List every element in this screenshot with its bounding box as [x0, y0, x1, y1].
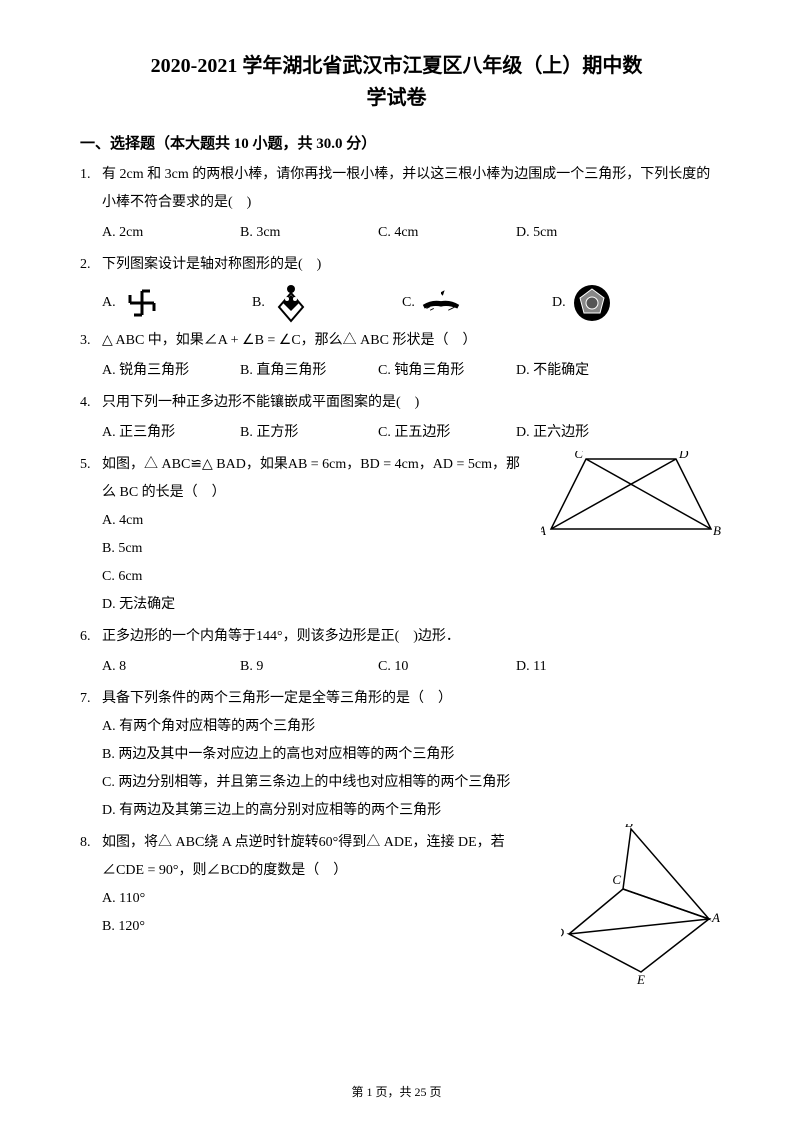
question-number: 4. — [80, 389, 102, 447]
page-footer: 第 1 页，共 25 页 — [0, 1083, 793, 1100]
option-a[interactable]: A. 锐角三角形 — [102, 357, 240, 385]
option-d[interactable]: D. 无法确定 — [102, 591, 713, 619]
question-number: 7. — [80, 685, 102, 825]
svg-text:B: B — [713, 523, 721, 536]
svg-text:C: C — [612, 872, 621, 887]
question-number: 2. — [80, 251, 102, 323]
question-6: 6. 正多边形的一个内角等于144°，则该多边形是正( )边形． A. 8 B.… — [80, 623, 713, 681]
question-text: 有 2cm 和 3cm 的两根小棒，请你再找一根小棒，并以这三根小棒为边围成一个… — [102, 161, 713, 217]
option-d[interactable]: D. — [552, 283, 702, 323]
option-a[interactable]: A. 正三角形 — [102, 419, 240, 447]
option-c[interactable]: C. 正五边形 — [378, 419, 516, 447]
svg-text:A: A — [711, 910, 720, 925]
eagle-icon — [421, 283, 461, 323]
svg-text:E: E — [636, 972, 645, 984]
question-number: 6. — [80, 623, 102, 681]
option-a[interactable]: A. — [102, 283, 252, 323]
question-text: △ ABC 中，如果∠A + ∠B = ∠C，那么△ ABC 形状是（ ） — [102, 327, 713, 355]
figure-q8: A B C D E — [561, 824, 721, 984]
svg-text:A: A — [541, 523, 546, 536]
option-d[interactable]: D. 正六边形 — [516, 419, 654, 447]
option-b[interactable]: B. 两边及其中一条对应边上的高也对应相等的两个三角形 — [102, 741, 713, 769]
question-1: 1. 有 2cm 和 3cm 的两根小棒，请你再找一根小棒，并以这三根小棒为边围… — [80, 161, 713, 247]
title-line-2: 学试卷 — [80, 82, 713, 114]
option-b[interactable]: B. 直角三角形 — [240, 357, 378, 385]
swastika-icon — [122, 283, 162, 323]
option-d[interactable]: D. 11 — [516, 653, 654, 681]
question-2: 2. 下列图案设计是轴对称图形的是( ) A. B. C. — [80, 251, 713, 323]
options-row: A. 正三角形 B. 正方形 C. 正五边形 D. 正六边形 — [102, 419, 713, 447]
question-7: 7. 具备下列条件的两个三角形一定是全等三角形的是（ ） A. 有两个角对应相等… — [80, 685, 713, 825]
footer-prefix: 第 — [351, 1085, 366, 1099]
title-line-1: 2020-2021 学年湖北省武汉市江夏区八年级（上）期中数 — [80, 50, 713, 82]
image-options: A. B. C. D. — [102, 283, 713, 323]
svg-text:C: C — [574, 451, 583, 461]
option-a[interactable]: A. 8 — [102, 653, 240, 681]
question-text: 正多边形的一个内角等于144°，则该多边形是正( )边形． — [102, 623, 713, 651]
option-d[interactable]: D. 有两边及其第三边上的高分别对应相等的两个三角形 — [102, 797, 713, 825]
option-b[interactable]: B. 正方形 — [240, 419, 378, 447]
option-b[interactable]: B. 3cm — [240, 219, 378, 247]
footer-suffix: 页 — [427, 1085, 442, 1099]
option-c[interactable]: C. 6cm — [102, 563, 713, 591]
option-b[interactable]: B. 9 — [240, 653, 378, 681]
diamond-figure-icon — [271, 283, 311, 323]
figure-q5: C D A B — [541, 451, 721, 536]
section-header: 一、选择题（本大题共 10 小题，共 30.0 分） — [80, 132, 713, 153]
svg-text:D: D — [678, 451, 689, 461]
question-number: 3. — [80, 327, 102, 385]
page-title: 2020-2021 学年湖北省武汉市江夏区八年级（上）期中数 学试卷 — [80, 50, 713, 114]
question-number: 1. — [80, 161, 102, 247]
option-c[interactable]: C. 10 — [378, 653, 516, 681]
footer-mid: 页，共 — [372, 1085, 414, 1099]
page-total: 25 — [415, 1085, 427, 1099]
question-number: 5. — [80, 451, 102, 619]
pentagon-circle-icon — [572, 283, 612, 323]
option-d[interactable]: D. 不能确定 — [516, 357, 654, 385]
option-a[interactable]: A. 2cm — [102, 219, 240, 247]
option-d[interactable]: D. 5cm — [516, 219, 654, 247]
options-row: A. 2cm B. 3cm C. 4cm D. 5cm — [102, 219, 713, 247]
option-c[interactable]: C. 钝角三角形 — [378, 357, 516, 385]
svg-text:D: D — [561, 925, 565, 940]
question-4: 4. 只用下列一种正多边形不能镶嵌成平面图案的是( ) A. 正三角形 B. 正… — [80, 389, 713, 447]
question-text: 只用下列一种正多边形不能镶嵌成平面图案的是( ) — [102, 389, 713, 417]
option-b[interactable]: B. 5cm — [102, 535, 713, 563]
options-row: A. 8 B. 9 C. 10 D. 11 — [102, 653, 713, 681]
question-5: 5. 如图，△ ABC≌△ BAD，如果AB = 6cm，BD = 4cm，AD… — [80, 451, 713, 619]
option-c[interactable]: C. — [402, 283, 552, 323]
options-col: A. 有两个角对应相等的两个三角形 B. 两边及其中一条对应边上的高也对应相等的… — [102, 713, 713, 825]
option-b[interactable]: B. — [252, 283, 402, 323]
question-8: 8. 如图，将△ ABC绕 A 点逆时针旋转60°得到△ ADE，连接 DE，若… — [80, 829, 713, 941]
question-text: 具备下列条件的两个三角形一定是全等三角形的是（ ） — [102, 685, 713, 713]
question-3: 3. △ ABC 中，如果∠A + ∠B = ∠C，那么△ ABC 形状是（ ）… — [80, 327, 713, 385]
question-number: 8. — [80, 829, 102, 941]
option-a[interactable]: A. 有两个角对应相等的两个三角形 — [102, 713, 713, 741]
svg-text:B: B — [625, 824, 633, 830]
question-text: 下列图案设计是轴对称图形的是( ) — [102, 251, 713, 279]
options-row: A. 锐角三角形 B. 直角三角形 C. 钝角三角形 D. 不能确定 — [102, 357, 713, 385]
option-c[interactable]: C. 两边分别相等，并且第三条边上的中线也对应相等的两个三角形 — [102, 769, 713, 797]
option-c[interactable]: C. 4cm — [378, 219, 516, 247]
